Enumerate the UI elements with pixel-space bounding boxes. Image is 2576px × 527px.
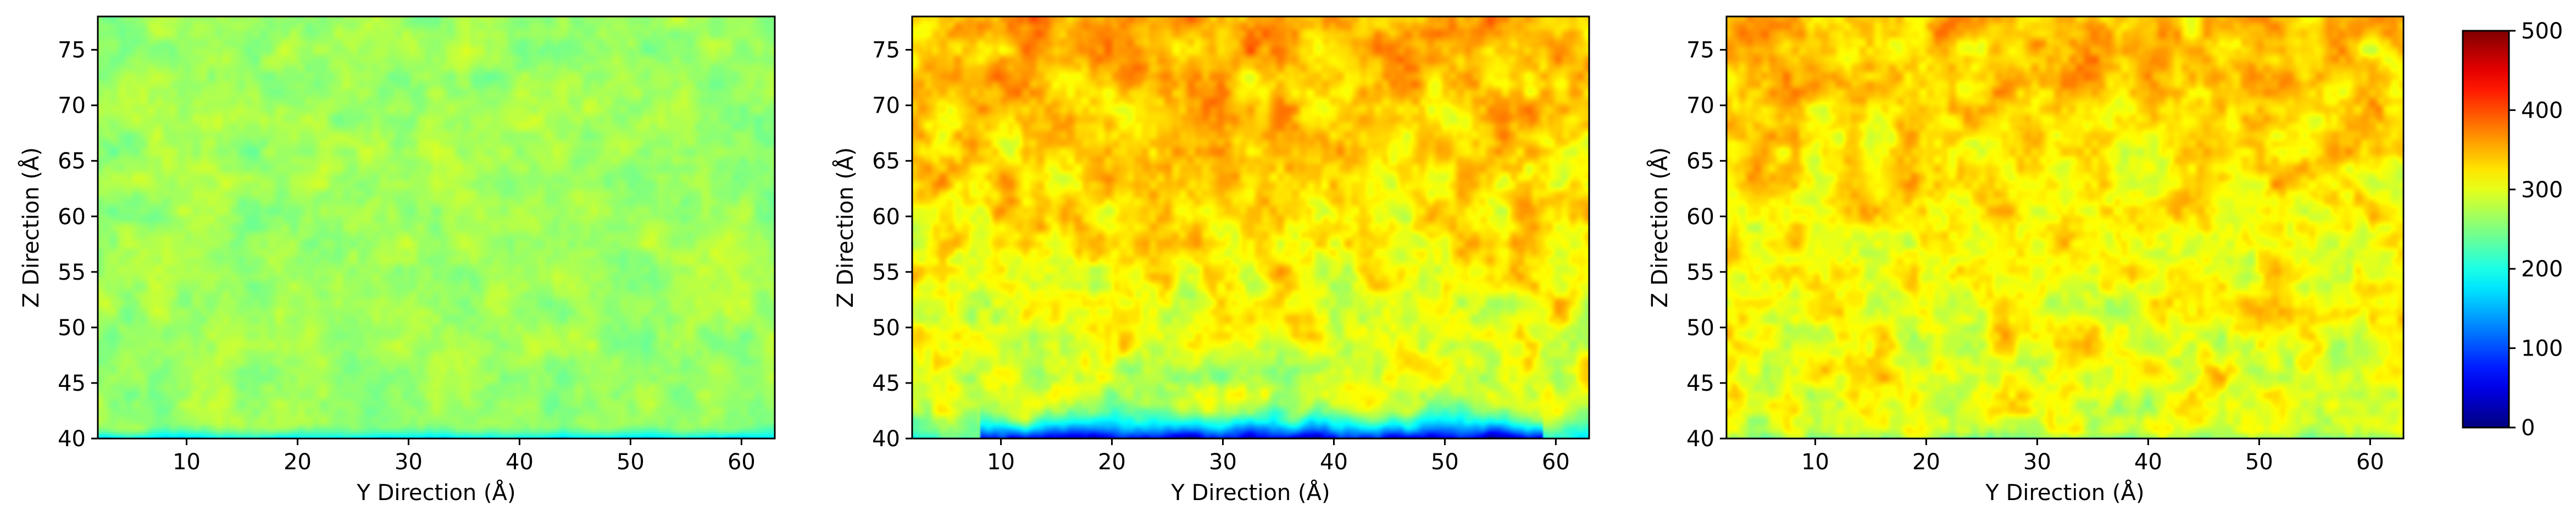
heatmap-panel-3: 10 20 30 40 50 60 40 45 50 55 60 65 70 75 Y Direction … [1646,15,2405,506]
x-tick-label: 30 [1209,450,1237,475]
x-axis-label: Y Direction (Å) [1985,479,2144,506]
y-tick-label: 55 [58,260,86,285]
colorbar-tick-label: 400 [2521,98,2563,123]
y-tick-label: 70 [58,93,86,119]
colorbar: 0 100 200 300 400 500 [2462,19,2563,441]
colorbar-tick-label: 0 [2521,415,2535,441]
y-tick-label: 50 [58,315,86,341]
heatmap-panel-1: 10 20 30 40 50 60 40 45 50 55 60 65 70 75 Y Direction … [18,15,776,506]
x-tick-label: 50 [2245,450,2273,475]
y-tick-label: 65 [872,149,900,174]
y-axis-label: Z Direction (Å) [1646,147,1673,308]
x-axis-label: Y Direction (Å) [1170,479,1330,506]
y-tick-label: 65 [58,149,86,174]
x-tick-label: 60 [1542,450,1570,475]
x-tick-label: 10 [173,450,201,475]
x-tick-label: 60 [728,450,756,475]
y-tick-label: 50 [1686,315,1714,341]
heatmap-image [98,16,775,439]
y-axis-label: Z Direction (Å) [18,147,44,308]
heatmap-image [1726,16,2403,439]
colorbar-tick-label: 500 [2521,19,2563,44]
y-tick-label: 75 [1686,38,1714,63]
y-tick-label: 60 [1686,204,1714,230]
x-tick-label: 60 [2356,450,2384,475]
colorbar-tick-label: 100 [2521,336,2563,362]
y-tick-label: 45 [1686,371,1714,396]
x-tick-label: 20 [1098,450,1126,475]
colorbar-gradient [2462,30,2510,429]
x-tick-label: 50 [617,450,645,475]
x-tick-label: 30 [395,450,423,475]
y-tick-label: 45 [58,371,86,396]
y-axis-label: Z Direction (Å) [832,147,858,308]
plot-frame [1725,15,2405,440]
y-tick-label: 75 [872,38,900,63]
y-tick-label: 75 [58,38,86,63]
x-tick-label: 10 [987,450,1015,475]
colorbar-tick-label: 300 [2521,177,2563,203]
x-axis-label: Y Direction (Å) [356,479,515,506]
x-tick-label: 30 [2023,450,2051,475]
heatmap-panel-2: 10 20 30 40 50 60 40 45 50 55 60 65 70 75 Y Direction … [832,15,1590,506]
y-tick-label: 60 [872,204,900,230]
x-tick-label: 10 [1801,450,1829,475]
y-tick-label: 70 [872,93,900,119]
y-tick-label: 65 [1686,149,1714,174]
x-tick-label: 40 [506,450,534,475]
plot-frame [97,15,776,440]
y-tick-label: 55 [872,260,900,285]
y-tick-label: 40 [1686,426,1714,452]
colorbar-tick-label: 200 [2521,257,2563,282]
x-tick-label: 20 [1912,450,1940,475]
heatmap-image [912,16,1589,439]
y-tick-label: 50 [872,315,900,341]
x-tick-label: 20 [284,450,312,475]
y-tick-label: 60 [58,204,86,230]
x-tick-label: 40 [2134,450,2162,475]
plot-frame [911,15,1590,440]
y-tick-label: 40 [872,426,900,452]
y-tick-label: 70 [1686,93,1714,119]
y-tick-label: 55 [1686,260,1714,285]
y-tick-label: 40 [58,426,86,452]
y-tick-label: 45 [872,371,900,396]
x-tick-label: 50 [1431,450,1459,475]
x-tick-label: 40 [1320,450,1348,475]
